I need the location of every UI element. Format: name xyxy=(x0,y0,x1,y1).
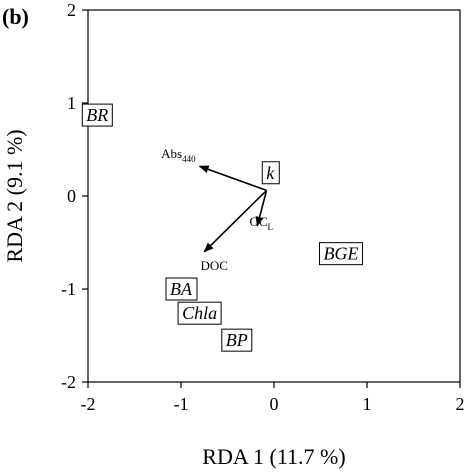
x-tick-label: -2 xyxy=(81,394,96,414)
y-tick-label: 2 xyxy=(67,0,76,20)
vector-label-subscript: 440 xyxy=(182,154,196,164)
vector-label: DOC xyxy=(201,258,228,273)
environmental-vectors: Abs440 OCL DOC xyxy=(161,146,273,273)
vector-label-text: OC xyxy=(249,214,267,229)
site-bp: BP xyxy=(221,328,253,352)
x-tick-label: 2 xyxy=(456,394,465,414)
site-label-text: Chla xyxy=(182,303,217,323)
x-axis-title: RDA 1 (11.7 %) xyxy=(202,444,345,469)
site-label-box xyxy=(81,103,113,127)
site-ba: BA xyxy=(165,277,198,301)
site-label-text: BGE xyxy=(323,244,358,264)
vector-label: OCL xyxy=(249,214,273,232)
site-k: k xyxy=(261,161,280,185)
site-label-text: BP xyxy=(226,330,248,350)
y-axis-title: RDA 2 (9.1 %) xyxy=(2,129,27,262)
vector-arrow xyxy=(255,190,268,227)
x-tick-label: 0 xyxy=(270,394,279,414)
panel-label: (b) xyxy=(2,4,29,29)
vector-label: Abs440 xyxy=(161,146,196,164)
vector-label-text: DOC xyxy=(201,258,228,273)
site-br: BR xyxy=(81,103,113,127)
site-label-box xyxy=(318,242,363,266)
site-label-box xyxy=(221,328,253,352)
x-tick-label: -1 xyxy=(174,394,189,414)
axis-tick-labels: -2 -1 0 1 2 2 1 0 -1 -2 xyxy=(61,0,465,414)
vector-arrow xyxy=(203,189,268,253)
site-label-text: k xyxy=(266,163,275,183)
site-label-text: BR xyxy=(86,105,108,125)
vector-label-subscript: L xyxy=(268,222,274,232)
y-tick-label: -2 xyxy=(61,372,76,392)
y-tick-label: 0 xyxy=(67,186,76,206)
site-bge: BGE xyxy=(318,242,363,266)
vector-arrow xyxy=(198,165,267,192)
axis-ticks xyxy=(82,9,461,388)
site-labels: BR k BGE BA Chla BP xyxy=(81,103,363,352)
site-label-text: BA xyxy=(170,279,193,299)
vector-label-text: Abs xyxy=(161,146,182,161)
x-tick-label: 1 xyxy=(363,394,372,414)
site-label-box xyxy=(261,161,280,185)
y-tick-label: 1 xyxy=(67,93,76,113)
site-chla: Chla xyxy=(177,301,222,325)
plot-frame xyxy=(87,9,461,383)
site-label-box xyxy=(165,277,198,301)
y-tick-label: -1 xyxy=(61,279,76,299)
site-label-box xyxy=(177,301,222,325)
